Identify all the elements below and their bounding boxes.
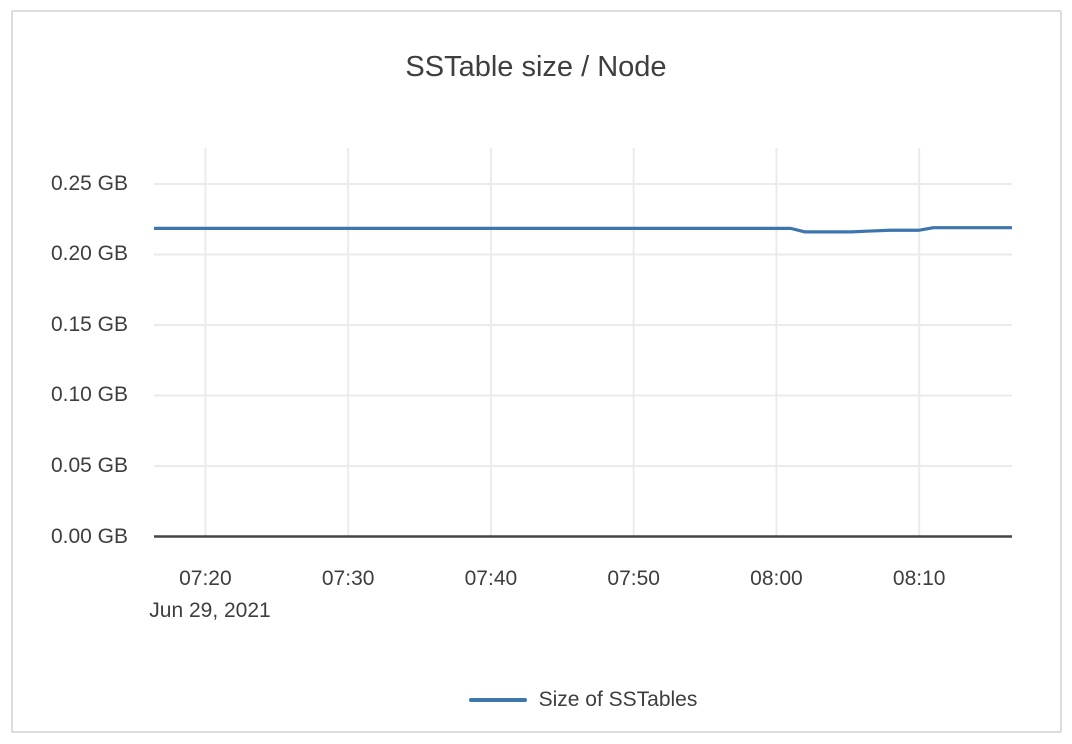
y-tick-label: 0.10 GB — [50, 383, 128, 407]
x-tick-label: 07:40 — [464, 567, 518, 590]
legend-item-size-of-sstables[interactable]: Size of SSTables — [468, 686, 698, 714]
legend-line-swatch-icon — [468, 698, 527, 702]
series-line-size-of-sstables — [154, 226, 1012, 234]
x-axis-date-label: Jun 29, 2021 — [149, 599, 271, 622]
x-tick-label: 07:30 — [321, 567, 375, 590]
legend-label: Size of SSTables — [538, 688, 698, 711]
x-tick-label: 07:50 — [607, 567, 660, 590]
x-tick-label: 07:20 — [179, 567, 232, 590]
y-tick-label: 0.20 GB — [50, 242, 128, 266]
y-tick-label: 0.25 GB — [50, 171, 128, 195]
y-tick-label: 0.00 GB — [50, 524, 128, 548]
y-tick-label: 0.15 GB — [50, 312, 128, 336]
x-tick-label: 08:00 — [750, 567, 803, 590]
chart-title: SSTable size / Node — [405, 51, 667, 83]
y-tick-label: 0.05 GB — [50, 453, 128, 477]
x-tick-label: 08:10 — [892, 567, 946, 590]
legend: Size of SSTables — [154, 686, 1012, 714]
